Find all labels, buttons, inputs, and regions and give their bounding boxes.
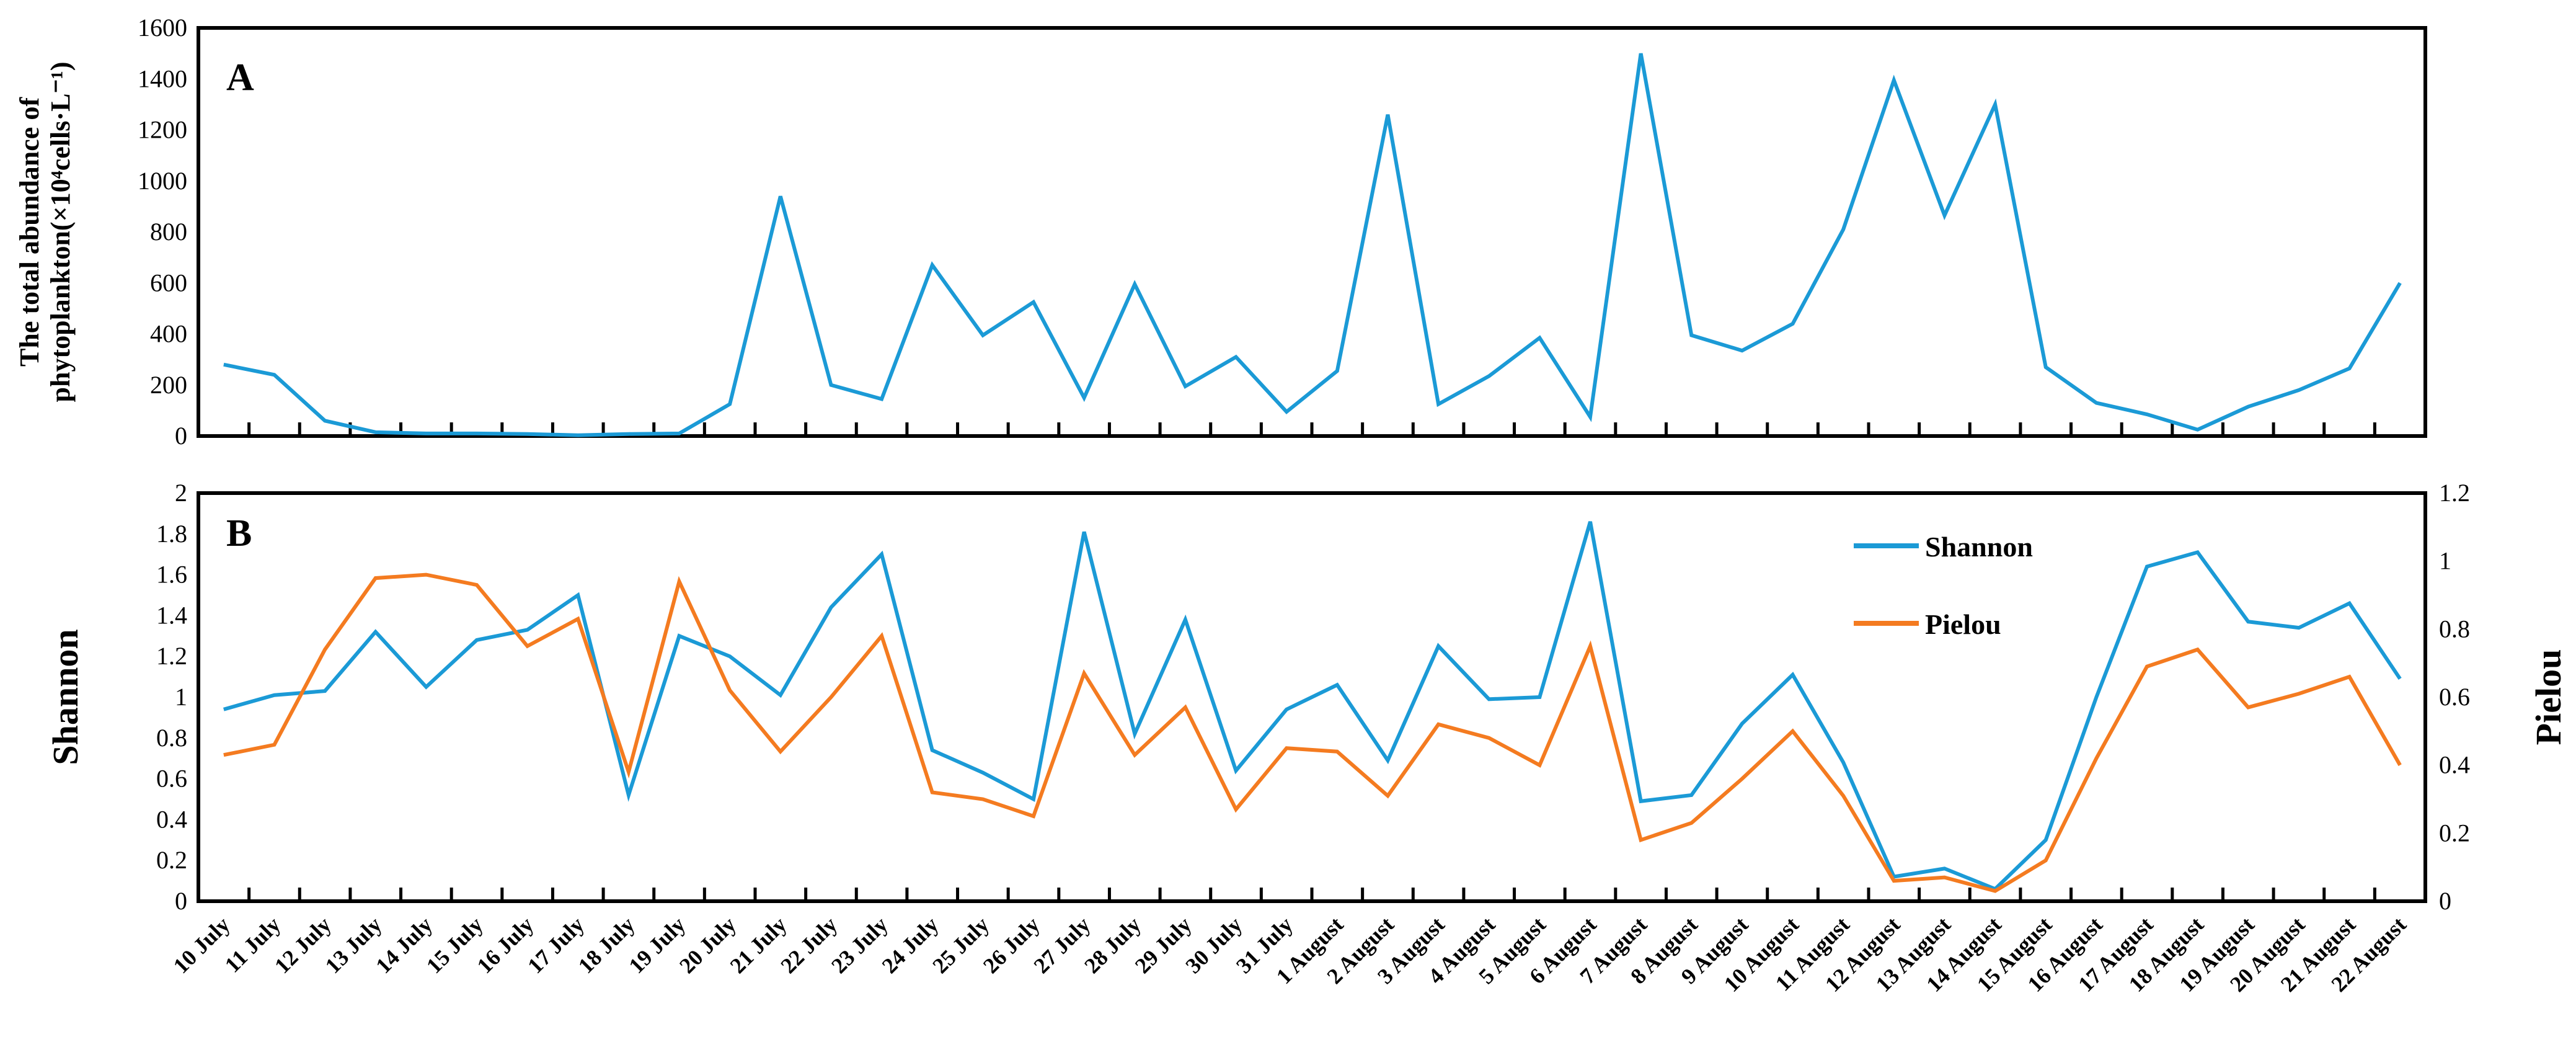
panel-b-label: B — [226, 512, 252, 554]
panel-a-ylabel-line2: phytoplankton(×10⁴cells·L⁻¹) — [45, 62, 76, 403]
x-tick-label: 20 July — [675, 912, 741, 978]
pielou-line — [223, 572, 2402, 893]
panel-a-y-tick-label: 800 — [150, 218, 187, 246]
panel-b-y2-tick-label: 0.2 — [2439, 819, 2470, 847]
x-tick-label: 27 July — [1029, 912, 1095, 978]
panel-a-y-tick-label: 400 — [150, 320, 187, 348]
x-tick-label: 15 July — [422, 912, 488, 978]
panel-b-y-tick-label: 1.2 — [156, 642, 187, 670]
x-tick-label: 23 July — [826, 912, 893, 978]
x-tick-label: 28 July — [1079, 912, 1146, 978]
panel-b-y-tick-label: 1 — [175, 683, 187, 711]
panel-b-y2-tick-label: 0.4 — [2439, 751, 2470, 779]
panel-b-y2-tick-label: 0.8 — [2439, 615, 2470, 643]
panel-a-y-tick-label: 0 — [175, 422, 187, 450]
x-tick-label: 18 July — [573, 912, 640, 978]
panel-a-y-tick-label: 1200 — [138, 116, 187, 144]
x-tick-label: 25 July — [927, 912, 994, 978]
x-tick-label: 14 July — [371, 912, 437, 978]
legend-label-pielou: Pielou — [1925, 608, 2001, 640]
panel-b-y2-tick-label: 1.2 — [2439, 479, 2470, 507]
x-tick-label: 10 July — [169, 912, 235, 978]
panel-b-y-tick-label: 0 — [175, 887, 187, 915]
panel-a-y-tick-label: 1400 — [138, 65, 187, 92]
shannon-line — [223, 521, 2402, 891]
x-tick-label: 16 July — [472, 912, 538, 978]
x-tick-label: 30 July — [1180, 912, 1247, 978]
panel-b-y-tick-label: 0.6 — [156, 765, 187, 793]
abundance-line — [223, 53, 2402, 437]
x-tick-label: 13 July — [321, 912, 387, 978]
x-tick-label: 12 July — [270, 912, 336, 978]
panel-b-y-tick-label: 0.2 — [156, 846, 187, 874]
x-tick-label: 17 July — [523, 912, 589, 978]
panel-b-y-tick-label: 0.4 — [156, 805, 187, 833]
panel-a-y-tick-label: 1600 — [138, 14, 187, 42]
panel-a-y-tick-label: 200 — [150, 371, 187, 399]
panel-a-y-tick-label: 1000 — [138, 167, 187, 195]
x-tick-label: 29 July — [1130, 912, 1197, 978]
x-tick-label: 22 July — [776, 912, 842, 978]
panel-a-frame — [197, 26, 2427, 438]
panel-b-ylabel: Shannon — [45, 629, 86, 765]
panel-b-y-tick-label: 1.8 — [156, 520, 187, 548]
x-tick-label: 11 July — [220, 912, 285, 977]
x-tick-label: 21 July — [725, 912, 792, 978]
panel-b-y2-tick-label: 0.6 — [2439, 683, 2470, 711]
panel-a-y-tick-label: 600 — [150, 269, 187, 296]
panel-b-y2label: Pielou — [2528, 649, 2569, 746]
panel-a-ylabel-line1: The total abundance of — [14, 97, 45, 367]
x-tick-label: 24 July — [877, 912, 944, 978]
panel-b-y-tick-label: 1.6 — [156, 561, 187, 589]
panel-b-y-tick-label: 1.4 — [156, 601, 187, 629]
x-tick-label: 19 July — [624, 912, 690, 978]
panel-b-y-tick-label: 2 — [175, 479, 187, 507]
panel-b-y2-tick-label: 1 — [2439, 547, 2451, 575]
legend-label-shannon: Shannon — [1925, 531, 2033, 563]
panel-b-y2-tick-label: 0 — [2439, 887, 2451, 915]
panel-a-label: A — [226, 56, 254, 99]
panel-b-y-tick-label: 0.8 — [156, 724, 187, 752]
x-tick-label: 26 July — [978, 912, 1045, 978]
